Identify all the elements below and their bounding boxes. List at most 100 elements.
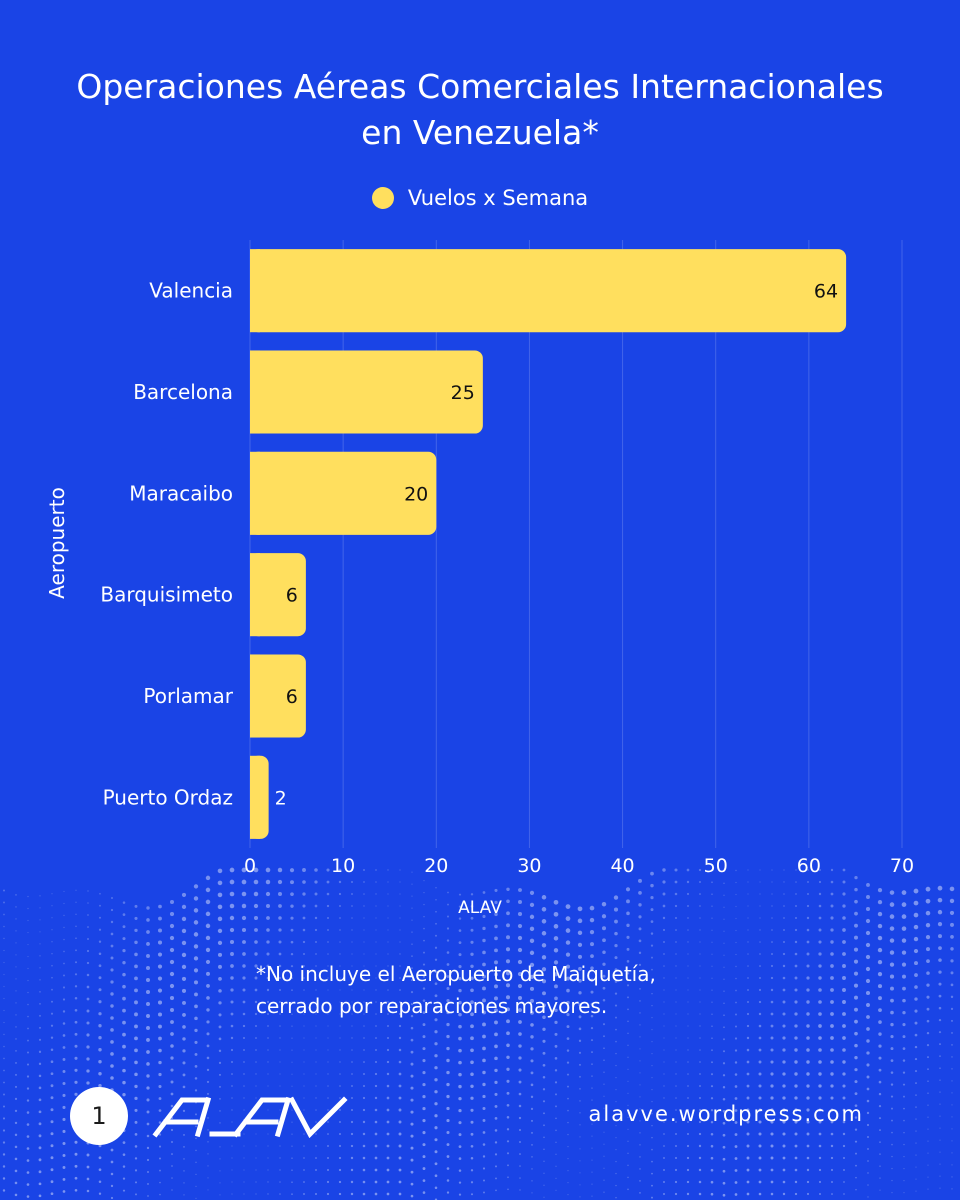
background-dot: [387, 869, 389, 871]
background-dot: [98, 1024, 102, 1028]
background-dot: [901, 926, 907, 931]
background-dot: [591, 1135, 593, 1137]
background-dot: [62, 1034, 66, 1037]
background-dot: [602, 950, 606, 954]
background-dot: [674, 1192, 678, 1196]
background-dot: [279, 1085, 281, 1087]
background-dot: [50, 1060, 54, 1064]
background-dot: [458, 941, 462, 945]
background-dot: [842, 892, 846, 896]
background-dot: [806, 940, 810, 944]
background-dot: [243, 1049, 245, 1051]
background-dot: [26, 1183, 30, 1186]
background-dot: [110, 968, 114, 972]
background-dot: [687, 1109, 689, 1111]
background-dot: [326, 1192, 330, 1196]
background-dot: [218, 1025, 222, 1029]
background-dot: [170, 900, 174, 905]
background-dot: [254, 1012, 258, 1016]
background-dot: [842, 1156, 846, 1160]
background-dot: [914, 1009, 918, 1013]
background-dot: [230, 964, 234, 968]
background-dot: [734, 1025, 738, 1028]
background-dot: [146, 906, 150, 910]
background-dot: [315, 1157, 317, 1159]
background-dot: [818, 976, 822, 980]
background-dot: [158, 1121, 162, 1124]
background-dot: [157, 964, 163, 969]
background-dot: [206, 971, 210, 976]
background-dot: [14, 1085, 18, 1088]
background-dot: [759, 869, 761, 871]
background-dot: [387, 1001, 389, 1003]
background-dot: [278, 988, 282, 992]
background-dot: [663, 1109, 665, 1111]
background-dot: [687, 1025, 689, 1027]
background-dot: [399, 977, 401, 979]
background-dot: [255, 1097, 257, 1099]
background-dot: [723, 906, 725, 908]
background-dot: [63, 974, 65, 977]
background-dot: [734, 1145, 738, 1148]
background-dot: [926, 947, 930, 952]
background-dot: [939, 1043, 941, 1046]
background-dot: [723, 1026, 725, 1029]
background-dot: [555, 1117, 557, 1120]
background-dot: [603, 1083, 605, 1085]
bar-base: [250, 553, 260, 637]
background-dot: [877, 984, 883, 989]
background-dot: [639, 1180, 641, 1182]
background-dot: [495, 1177, 497, 1180]
background-dot: [591, 1087, 593, 1089]
background-dot: [615, 1136, 617, 1139]
background-dot: [206, 1020, 210, 1024]
background-dot: [86, 1057, 90, 1061]
background-dot: [807, 869, 809, 871]
background-dot: [518, 888, 522, 892]
background-dot: [806, 892, 810, 896]
background-dot: [674, 880, 678, 884]
background-dot: [517, 971, 523, 977]
background-dot: [219, 1182, 221, 1184]
background-dot: [926, 1019, 930, 1023]
background-dot: [675, 1109, 677, 1111]
background-dot: [171, 1177, 173, 1179]
background-dot: [447, 891, 449, 894]
background-dot: [771, 941, 773, 943]
background-dot: [830, 1036, 834, 1040]
background-dot: [842, 964, 846, 968]
background-dot: [578, 979, 582, 983]
background-dot: [470, 988, 474, 993]
background-dot: [783, 905, 785, 907]
background-dot: [110, 1016, 114, 1020]
website-link[interactable]: alavve.wordpress.com: [588, 1102, 864, 1126]
background-dot: [98, 964, 102, 968]
background-dot: [205, 935, 211, 941]
background-dot: [351, 953, 353, 955]
background-dot: [830, 1096, 834, 1100]
background-dot: [193, 956, 199, 961]
background-dot: [458, 965, 462, 969]
category-label: Maracaibo: [129, 481, 233, 505]
background-dot: [711, 953, 713, 955]
background-dot: [602, 962, 606, 966]
background-dot: [315, 1061, 317, 1063]
background-dot: [411, 943, 413, 945]
background-dot: [675, 965, 677, 967]
background-dot: [422, 1155, 426, 1159]
background-dot: [627, 1020, 629, 1023]
background-dot: [267, 1073, 269, 1075]
background-dot: [794, 976, 798, 980]
background-dot: [145, 977, 151, 982]
background-dot: [662, 880, 666, 884]
background-dot: [639, 1072, 641, 1074]
background-dot: [687, 917, 689, 919]
background-dot: [327, 1073, 329, 1075]
background-dot: [38, 1194, 42, 1198]
background-dot: [218, 1013, 222, 1017]
background-dot: [446, 963, 450, 966]
background-dot: [181, 940, 187, 946]
background-dot: [470, 1036, 474, 1041]
background-dot: [506, 1019, 510, 1024]
background-dot: [518, 900, 522, 905]
